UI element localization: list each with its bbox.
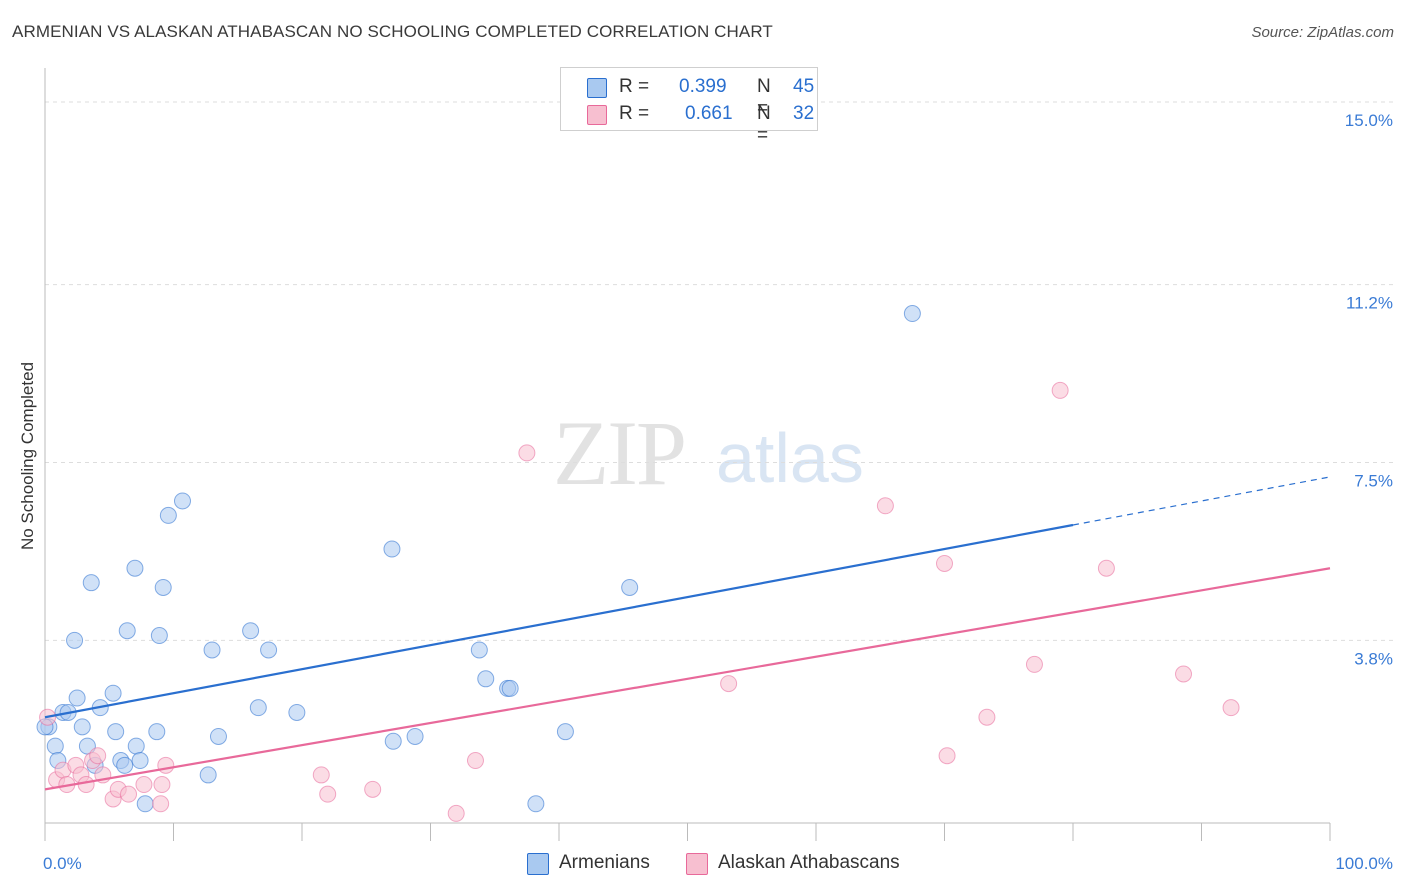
armenians-point <box>242 622 260 640</box>
athabascans-point <box>1097 559 1115 577</box>
armenians-point <box>107 723 125 741</box>
armenians-point <box>384 732 402 750</box>
armenians-point <box>903 305 921 323</box>
chart-title: ARMENIAN VS ALASKAN ATHABASCAN NO SCHOOL… <box>12 22 773 41</box>
armenians-point <box>249 699 267 717</box>
armenians-point <box>46 737 64 755</box>
armenians-point <box>159 506 177 524</box>
athabascans-point <box>1025 655 1043 673</box>
armenians-point <box>68 689 86 707</box>
armenians-point <box>209 727 227 745</box>
legend-n-label: N = <box>757 103 771 146</box>
armenians-point <box>116 756 134 774</box>
legend-r-value: 0.399 <box>679 76 727 97</box>
y-tick-label: 15.0% <box>1345 111 1393 130</box>
athabascans-point <box>319 785 337 803</box>
legend-r-label: R = <box>619 76 650 97</box>
armenians-point <box>82 574 100 592</box>
armenians-point <box>118 622 136 640</box>
armenians-point <box>136 795 154 813</box>
legend-r-value: 0.661 <box>685 103 733 124</box>
y-tick-label: 3.8% <box>1354 649 1393 668</box>
armenians-point <box>556 723 574 741</box>
athabascans-point <box>978 708 996 726</box>
armenians-point <box>383 540 401 558</box>
armenians-point <box>260 641 278 659</box>
watermark-atlas: atlas <box>716 419 864 497</box>
y-tick-label: 11.2% <box>1346 294 1393 313</box>
legend-swatch-athabascans <box>587 105 607 125</box>
x-tick-label: 0.0% <box>43 854 82 873</box>
armenians-point <box>131 752 149 770</box>
athabascans-point <box>936 554 953 572</box>
stats-legend: R = 0.399 N = 45 R = 0.661 N = 32 <box>560 67 818 146</box>
athabascans-point <box>1222 699 1240 717</box>
watermark-zip: ZIP <box>553 402 687 504</box>
athabascans-point <box>120 785 138 803</box>
athabascans-point <box>876 497 894 515</box>
athabascans-point <box>518 444 536 462</box>
x-tick-label: 100.0% <box>1335 854 1393 873</box>
athabascans-point <box>938 747 956 765</box>
athabascans-point <box>135 776 153 794</box>
armenians-point <box>470 641 488 659</box>
athabascans-point <box>312 766 330 784</box>
legend-n-value: 32 <box>793 103 815 124</box>
armenians-point <box>621 578 639 596</box>
athabascans-point <box>1051 381 1069 399</box>
armenians-trend-line-extension <box>1072 476 1331 526</box>
athabascans-point <box>447 804 465 822</box>
armenians-point <box>527 795 545 813</box>
y-tick-label: 7.5% <box>1354 472 1393 491</box>
athabascans-point <box>466 752 484 770</box>
armenians-point <box>406 727 424 745</box>
athabascans-point <box>89 747 107 765</box>
bottom-legend-label: Alaskan Athabascans <box>718 852 900 873</box>
bottom-legend-label: Armenians <box>559 852 650 873</box>
armenians-point <box>104 684 122 702</box>
armenians-point <box>73 718 91 736</box>
athabascans-point <box>720 675 738 693</box>
legend-n-label: N = <box>757 76 771 119</box>
bottom-legend-swatch-armenians <box>527 853 549 875</box>
athabascans-point <box>157 756 175 774</box>
armenians-point <box>288 703 306 721</box>
armenians-point <box>154 578 172 596</box>
bottom-legend-swatch-athabascans <box>686 853 708 875</box>
armenians-point <box>477 670 495 688</box>
armenians-point <box>127 737 145 755</box>
armenians-point <box>203 641 221 659</box>
armenians-point <box>199 766 217 784</box>
legend-n-value: 45 <box>793 76 815 97</box>
armenians-point <box>148 723 166 741</box>
athabascans-trend-line <box>44 567 1331 791</box>
armenians-point <box>173 492 191 510</box>
armenians-trend-line <box>44 523 1074 719</box>
armenians-point <box>66 631 84 649</box>
athabascans-point <box>1175 665 1193 683</box>
armenians-point <box>126 559 144 577</box>
legend-r-label: R = <box>619 103 650 124</box>
legend-swatch-armenians <box>587 78 607 98</box>
athabascans-point <box>152 795 170 813</box>
armenians-point <box>150 627 168 645</box>
athabascans-point <box>153 776 171 794</box>
source-label: Source: ZipAtlas.com <box>1251 24 1394 41</box>
athabascans-point <box>77 776 95 794</box>
athabascans-point <box>364 780 382 798</box>
armenians-point <box>501 679 519 697</box>
